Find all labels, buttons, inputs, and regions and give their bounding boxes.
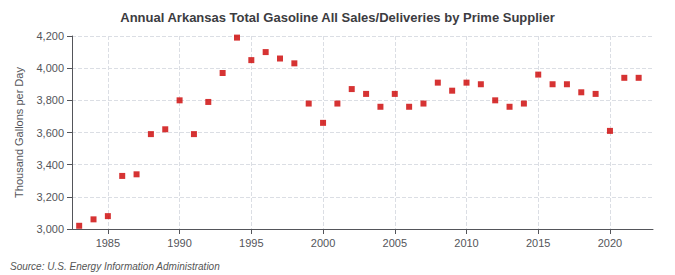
- svg-text:4,200: 4,200: [36, 30, 64, 42]
- svg-text:Annual Arkansas Total Gasoline: Annual Arkansas Total Gasoline All Sales…: [120, 10, 554, 25]
- svg-text:1985: 1985: [96, 237, 120, 249]
- svg-text:2015: 2015: [526, 237, 550, 249]
- svg-text:3,800: 3,800: [36, 94, 64, 106]
- svg-text:3,200: 3,200: [36, 191, 64, 203]
- svg-text:3,400: 3,400: [36, 159, 64, 171]
- svg-text:3,600: 3,600: [36, 127, 64, 139]
- svg-text:2000: 2000: [311, 237, 335, 249]
- svg-text:2005: 2005: [383, 237, 407, 249]
- svg-text:3,000: 3,000: [36, 223, 64, 235]
- svg-text:2010: 2010: [454, 237, 478, 249]
- svg-text:4,000: 4,000: [36, 62, 64, 74]
- svg-text:Source: U.S. Energy Informatio: Source: U.S. Energy Information Administ…: [10, 261, 220, 272]
- svg-text:1990: 1990: [167, 237, 191, 249]
- svg-text:2020: 2020: [598, 237, 622, 249]
- svg-text:Thousand Gallons per Day: Thousand Gallons per Day: [13, 67, 25, 198]
- svg-text:1995: 1995: [239, 237, 263, 249]
